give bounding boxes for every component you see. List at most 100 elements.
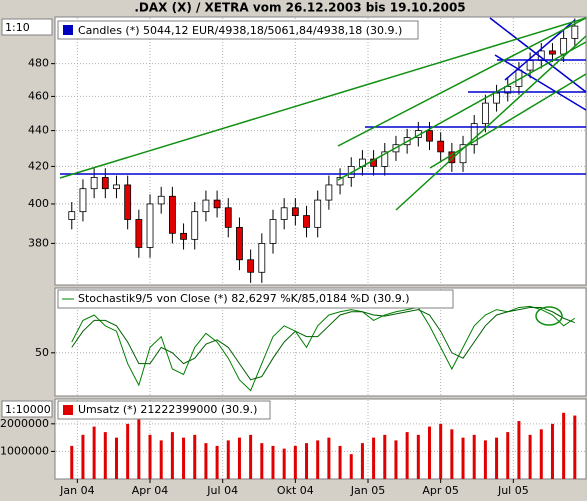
- scale-box: [1, 400, 53, 418]
- volume-bar: [383, 434, 387, 479]
- legend-box: [57, 289, 454, 309]
- trend-line: [337, 17, 587, 147]
- volume-bar: [126, 423, 130, 479]
- trend-line: [337, 41, 587, 181]
- volume-bar: [483, 440, 487, 479]
- volume-bar: [182, 437, 186, 479]
- candle-body: [135, 219, 143, 248]
- legend-swatch: [63, 25, 73, 35]
- volume-bar: [528, 434, 532, 479]
- candle-body: [280, 207, 288, 220]
- candle-body: [191, 211, 199, 240]
- volume-bar: [92, 426, 96, 479]
- chart-title: .DAX (X) / XETRA vom 26.12.2003 bis 19.1…: [134, 1, 465, 15]
- x-tick-label: Jan 04: [59, 484, 94, 497]
- trend-line: [395, 35, 587, 211]
- candle-body: [370, 158, 378, 167]
- y-tick-label: 480: [28, 57, 49, 70]
- stochastic-line: [71, 305, 576, 392]
- drawing-tools: [59, 17, 587, 326]
- legend-text: Umsatz (*) 21222399000 (30.9.): [78, 403, 257, 416]
- volume-bar: [562, 412, 566, 479]
- x-tick-label: Jan 05: [350, 484, 385, 497]
- volume-bar: [114, 437, 118, 479]
- candle-body: [258, 242, 266, 273]
- candle-body: [68, 211, 76, 220]
- volume-bar: [159, 440, 163, 479]
- candle-body: [504, 86, 512, 94]
- volume-bar: [349, 454, 353, 479]
- volume-bar: [427, 426, 431, 479]
- candle-body: [314, 199, 322, 228]
- legend-swatch: [63, 405, 73, 415]
- volume-bar: [539, 429, 543, 479]
- x-tick-label: Apr 05: [422, 484, 459, 497]
- volume-bar: [170, 432, 174, 479]
- candle-body: [426, 130, 433, 142]
- x-tick-label: Jul 05: [497, 484, 529, 497]
- volume-bar: [305, 443, 309, 479]
- volume-bar: [237, 437, 241, 479]
- y-tick-label: 380: [28, 236, 49, 249]
- candle-body: [549, 50, 556, 55]
- volume-bar: [472, 434, 476, 479]
- candle-body: [437, 140, 445, 153]
- y-tick-label: 50: [35, 346, 49, 359]
- scale-label: 1:10000: [5, 403, 51, 416]
- y-tick-label: 1000000: [0, 444, 49, 457]
- trend-line: [489, 17, 587, 93]
- volume-bar: [372, 437, 376, 479]
- candle-body: [90, 177, 98, 190]
- volume-bar: [506, 432, 510, 479]
- candle-body: [79, 188, 87, 213]
- legend-box: [57, 400, 271, 420]
- candle-body: [269, 219, 277, 244]
- candle-body: [202, 199, 210, 213]
- x-tick-label: Apr 04: [132, 484, 169, 497]
- volume-bar: [495, 437, 499, 479]
- volume-bar: [103, 432, 107, 479]
- volume-bar: [450, 429, 454, 479]
- volume-bar: [215, 445, 219, 479]
- candle-body: [493, 92, 500, 104]
- candle-body: [470, 123, 478, 146]
- volume-bar: [550, 423, 554, 479]
- legend-volume: Umsatz (*) 21222399000 (30.9.): [57, 400, 271, 420]
- x-tick-label: Jul 04: [206, 484, 238, 497]
- y-tick-label: 420: [28, 159, 49, 172]
- candle-body: [560, 38, 568, 55]
- legend-stochastic: Stochastik9/5 von Close (*) 82,6297 %K/8…: [57, 289, 454, 309]
- trend-line: [429, 73, 587, 169]
- legend-price: Candles (*) 5044,12 EUR/4938,18/5061,84/…: [57, 20, 419, 40]
- y-tick-label: 2000000: [0, 417, 49, 430]
- volume-bar: [271, 445, 275, 479]
- volume-bar: [81, 434, 85, 479]
- candle-body: [336, 177, 344, 186]
- candle-body: [180, 232, 187, 240]
- x-tick-label: Okt 04: [277, 484, 314, 497]
- candle-body: [213, 199, 221, 209]
- legend-text: Stochastik9/5 von Close (*) 82,6297 %K/8…: [78, 292, 410, 305]
- stochastic-line: [71, 306, 576, 381]
- scale-box: [1, 18, 53, 36]
- volume-bar: [573, 415, 577, 479]
- volume-bar: [137, 418, 141, 479]
- candle-body: [247, 259, 255, 273]
- volume-bar: [70, 445, 74, 479]
- candle-body: [381, 151, 389, 167]
- volume-bar: [394, 440, 398, 479]
- candle-body: [571, 25, 579, 39]
- volume-bar: [293, 445, 297, 479]
- legend-box: [57, 20, 419, 40]
- y-tick-label: 440: [28, 124, 49, 137]
- volume-bar: [360, 443, 364, 479]
- candle-body: [526, 60, 534, 71]
- volume-bar: [517, 421, 521, 479]
- volume-bar: [282, 448, 286, 479]
- volume-bar: [260, 443, 264, 479]
- legend-text: Candles (*) 5044,12 EUR/4938,18/5061,84/…: [78, 24, 402, 37]
- candle-body: [459, 144, 467, 164]
- trend-line: [59, 17, 587, 179]
- volume-bar: [249, 434, 253, 479]
